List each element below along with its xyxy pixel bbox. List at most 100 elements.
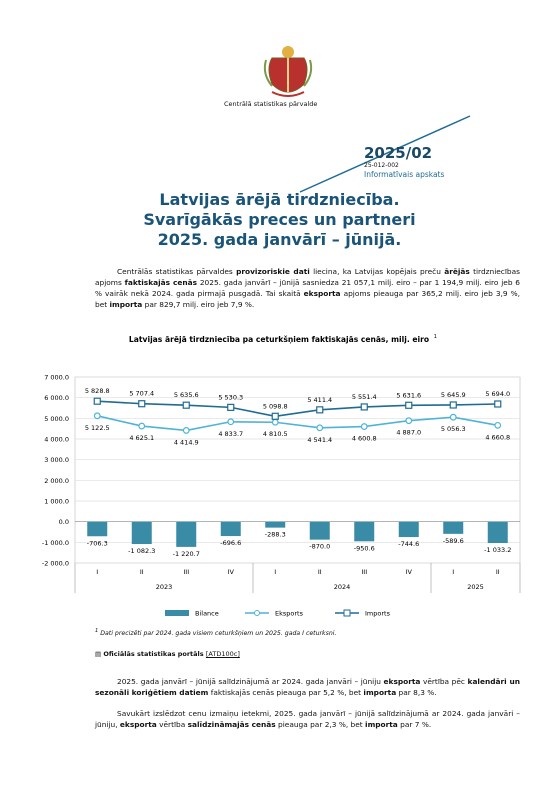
decor-line <box>299 115 471 193</box>
text-run: provizoriskie dati <box>236 267 310 276</box>
title-line: 2025. gada janvārī – jūnijā. <box>157 230 402 249</box>
marker <box>227 418 235 426</box>
source-link[interactable]: [ATD100c] <box>205 650 240 658</box>
marker <box>271 412 279 420</box>
series-line <box>97 400 498 418</box>
text-run: par 829,7 milj. eiro jeb 7,9 %. <box>142 300 255 309</box>
text-run: salīdzināmajās cenās <box>187 720 276 729</box>
data-label: 5 530.3 <box>218 393 243 401</box>
y-tick-label: 2 000.0 <box>44 477 69 485</box>
text-run: faktiskajās cenās pieauga par 5,2 %, bet <box>208 688 364 697</box>
bar <box>443 521 464 534</box>
series-line <box>97 415 498 432</box>
data-label: 5 707.4 <box>129 390 154 398</box>
data-label: 5 122.5 <box>85 424 110 432</box>
legend-label: Bilance <box>195 610 219 618</box>
x-tick-label: III <box>183 568 189 576</box>
text-run: vērtība pēc <box>420 677 468 686</box>
bar <box>398 521 419 538</box>
paragraph: Centrālās statistikas pārvaldes provizor… <box>95 266 520 310</box>
title-line: Latvijas ārējā tirdzniecība. <box>159 190 400 209</box>
bar <box>176 521 197 547</box>
text-run: tirdzniecības apjoms <box>95 267 520 287</box>
data-label: 4 833.7 <box>218 430 243 438</box>
marker <box>360 403 368 411</box>
data-label: -1 220.7 <box>173 550 200 558</box>
text-run: eksporta <box>383 677 421 686</box>
marker <box>227 403 235 411</box>
data-label: -870.0 <box>309 543 330 551</box>
legend-marker <box>254 610 260 616</box>
y-tick-label: 4 000.0 <box>44 436 69 444</box>
marker <box>405 401 413 409</box>
legend-swatch <box>165 610 189 616</box>
marker <box>271 418 279 426</box>
footnote-mark: 1 <box>95 628 99 634</box>
data-label: 5 694.0 <box>485 390 510 398</box>
chart-title: Latvijas ārējā tirdzniecība pa ceturkšņi… <box>129 335 429 344</box>
x-tick-label: II <box>318 568 322 576</box>
marker <box>93 412 101 420</box>
data-label: -706.3 <box>87 539 108 547</box>
text-run: faktiskajās cenās <box>124 278 198 287</box>
text-run: liecina, ka Latvijas kopējais preču <box>309 267 445 276</box>
x-group-label: 2024 <box>334 583 351 591</box>
data-label: 5 411.4 <box>307 396 332 404</box>
legend-label: Imports <box>365 610 391 618</box>
text-run: kalendāri un sezonāli koriģētiem datiem <box>95 677 521 697</box>
data-label: -950.6 <box>354 544 375 552</box>
data-label: 5 645.9 <box>441 391 466 399</box>
data-label: 5 635.6 <box>174 391 199 399</box>
data-label: -1 082.3 <box>128 547 155 555</box>
header-graphics <box>263 46 471 193</box>
x-tick-label: II <box>140 568 144 576</box>
text-run: importa <box>363 688 397 697</box>
y-tick-label: -1 000.0 <box>42 539 69 547</box>
marker <box>494 421 502 429</box>
x-tick-label: IV <box>228 568 235 576</box>
y-tick-label: 3 000.0 <box>44 456 69 464</box>
marker <box>316 406 324 414</box>
data-label: -589.6 <box>443 537 464 545</box>
data-label: 5 098.8 <box>263 402 288 410</box>
data-label: 4 414.9 <box>174 438 199 446</box>
text-run: importa <box>365 720 398 729</box>
report-code: 25-012-002 <box>364 162 399 169</box>
text-run: eksporta <box>119 720 157 729</box>
y-tick-label: 0.0 <box>59 518 69 526</box>
legend-marker <box>343 609 351 617</box>
data-label: 5 631.6 <box>396 391 421 399</box>
data-label: 4 810.5 <box>263 430 288 438</box>
source: ▤ Oficiālās statistikas portāls [ATD100c… <box>95 650 240 658</box>
text-run: 2025. gada janvārī – jūnijā sasniedza 21… <box>95 278 520 298</box>
marker <box>316 424 324 432</box>
bar <box>87 521 108 537</box>
marker <box>494 400 502 408</box>
bar <box>487 521 508 544</box>
x-tick-label: I <box>274 568 276 576</box>
text-run: vērtība <box>156 720 188 729</box>
marker <box>182 427 190 434</box>
marker <box>138 422 146 430</box>
x-tick-label: II <box>496 568 500 576</box>
x-tick-label: III <box>361 568 367 576</box>
text-run: par 7 %. <box>397 720 432 729</box>
marker <box>405 417 413 425</box>
bar <box>265 521 286 528</box>
footnote: 1 Dati precizēti par 2024. gada visiem c… <box>95 628 336 637</box>
text-run: Centrālās statistikas pārvaldes <box>117 267 237 276</box>
y-tick-label: -2 000.0 <box>42 560 69 568</box>
x-tick-label: IV <box>406 568 413 576</box>
report-number: 2025/02 <box>364 144 433 162</box>
marker <box>93 397 101 405</box>
text-run: par 8,3 %. <box>396 688 437 697</box>
data-label: -696.6 <box>220 539 241 547</box>
x-tick-label: I <box>96 568 98 576</box>
legend-label: Eksports <box>275 610 304 618</box>
data-label: 4 660.8 <box>485 433 510 441</box>
footnote-text: Dati precizēti par 2024. gada visiem cet… <box>100 630 337 638</box>
paragraph: Savukārt izslēdzot cenu izmaiņu ietekmi,… <box>95 708 520 730</box>
text-run: eksporta <box>303 289 341 298</box>
title-line: Svarīgākās preces un partneri <box>143 210 416 229</box>
